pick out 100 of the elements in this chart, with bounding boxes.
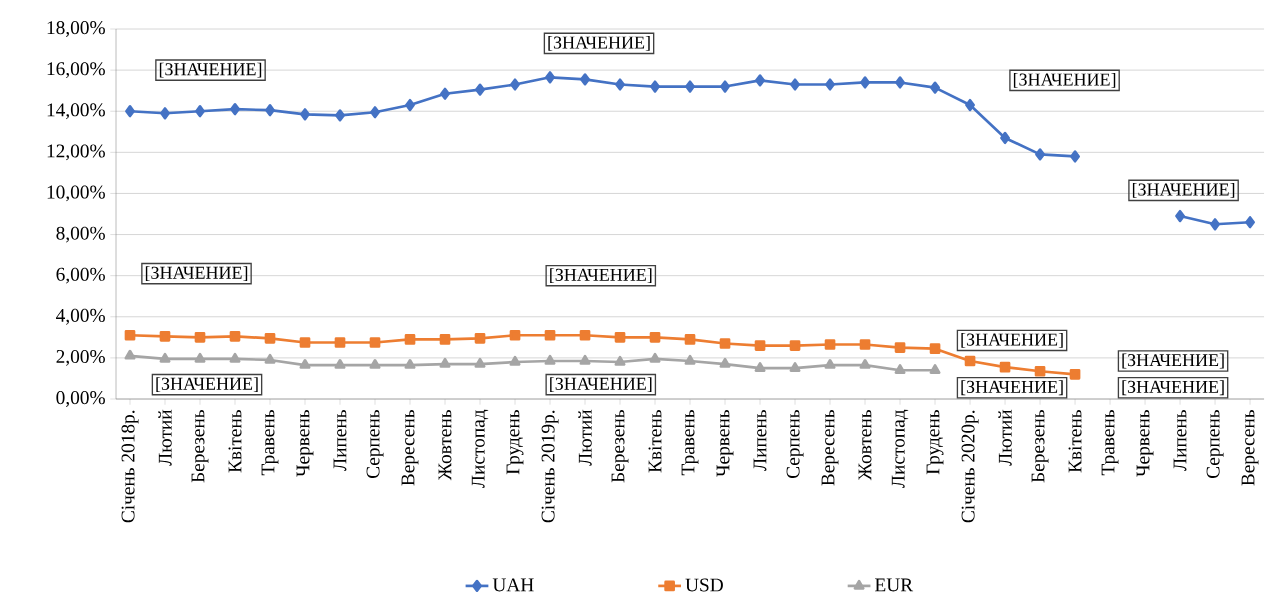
x-tick-label: Грудень	[506, 409, 524, 475]
point	[194, 332, 206, 343]
x-tick-label: Серпень	[366, 409, 384, 479]
point	[264, 353, 276, 364]
x-tick-label: Травень	[261, 409, 279, 476]
point	[404, 358, 416, 369]
point	[299, 358, 311, 369]
x-tick-label: Березень	[611, 409, 629, 483]
x-tick-label: Липень	[753, 410, 767, 471]
point	[544, 354, 556, 365]
point	[894, 364, 906, 374]
point	[1069, 369, 1081, 380]
point	[1000, 131, 1010, 145]
x-tick-label: Червень	[716, 409, 734, 477]
x-tick-label: Березень	[191, 409, 209, 483]
point	[369, 337, 381, 348]
point	[334, 358, 346, 369]
x-tick-label: Квітень	[648, 409, 662, 473]
point	[335, 109, 345, 122]
point	[579, 329, 591, 341]
point	[615, 78, 625, 91]
y-tick-label: 14,00%	[47, 103, 105, 120]
annotation: [ЗНАЧЕНИЕ]	[1013, 72, 1116, 88]
point	[859, 339, 871, 350]
point	[160, 107, 170, 120]
point	[509, 355, 521, 366]
point	[580, 73, 590, 86]
point	[1035, 148, 1045, 161]
point	[965, 98, 975, 112]
point	[719, 357, 731, 368]
point	[265, 104, 275, 117]
x-tick-label: Вересень	[821, 409, 839, 486]
point	[159, 330, 171, 342]
x-tick-label: Січень 2018р.	[121, 410, 139, 523]
point	[684, 354, 696, 365]
point	[755, 74, 765, 87]
annotation: [ЗНАЧЕНИЕ]	[1122, 380, 1224, 396]
point	[229, 352, 241, 363]
point	[824, 358, 836, 369]
y-tick-label: 8,00%	[56, 226, 105, 243]
point	[474, 357, 486, 368]
point	[894, 342, 906, 353]
x-tick-label: Серпень	[786, 409, 804, 479]
point	[509, 329, 521, 341]
point	[405, 98, 415, 112]
annotation: [ЗНАЧЕНИЕ]	[156, 377, 258, 393]
x-tick-label: Грудень	[926, 409, 944, 475]
point	[124, 329, 136, 341]
x-tick-label: Липень	[1173, 410, 1187, 471]
x-tick-label: Травень	[681, 409, 699, 476]
point	[579, 354, 591, 365]
point	[299, 337, 311, 348]
point	[650, 80, 660, 93]
point	[439, 334, 451, 345]
x-tick-label: Вересень	[1241, 409, 1259, 486]
x-tick-label: Березень	[1031, 409, 1049, 483]
point	[544, 329, 556, 341]
x-tick-label: Квітень	[1068, 409, 1082, 473]
x-tick-label: Листопад	[891, 409, 909, 488]
point	[1175, 209, 1185, 223]
point	[1245, 216, 1255, 229]
point	[370, 106, 380, 119]
point	[229, 330, 241, 342]
point	[895, 76, 905, 89]
legend-label: EUR	[875, 578, 914, 592]
point	[859, 358, 871, 369]
point	[754, 362, 766, 372]
annotation: [ЗНАЧЕНИЕ]	[145, 266, 248, 282]
point	[510, 78, 520, 91]
point	[1210, 218, 1220, 231]
point	[439, 357, 451, 368]
y-tick-label: 4,00%	[56, 308, 105, 325]
annotation: [ЗНАЧЕНИЕ]	[550, 377, 652, 393]
point	[999, 361, 1011, 373]
point	[1070, 150, 1080, 163]
point	[475, 83, 485, 96]
point	[474, 333, 486, 344]
point	[614, 332, 626, 343]
point	[159, 352, 171, 363]
point	[334, 337, 346, 348]
point	[929, 364, 941, 374]
x-tick-label: Червень	[296, 409, 314, 477]
x-tick-label: Серпень	[1206, 409, 1224, 479]
y-tick-label: 2,00%	[56, 349, 105, 366]
legend-label: USD	[685, 578, 723, 592]
x-tick-label: Листопад	[471, 409, 489, 488]
point	[194, 352, 206, 363]
point	[789, 362, 801, 372]
x-tick-label: Лютий	[998, 409, 1012, 466]
annotation: [ЗНАЧЕНИЕ]	[548, 35, 650, 51]
point	[230, 103, 240, 116]
point	[614, 355, 626, 366]
x-tick-label: Січень 2019р.	[541, 410, 559, 523]
point	[720, 80, 730, 93]
annotation: [ЗНАЧЕНИЕ]	[1132, 182, 1235, 198]
y-tick-label: 6,00%	[56, 267, 105, 284]
x-tick-label: Жовтень	[438, 409, 452, 481]
annotation: [ЗНАЧЕНИЕ]	[550, 268, 652, 284]
annotation: [ЗНАЧЕНИЕ]	[961, 332, 1063, 348]
x-tick-label: Червень	[1136, 409, 1154, 477]
